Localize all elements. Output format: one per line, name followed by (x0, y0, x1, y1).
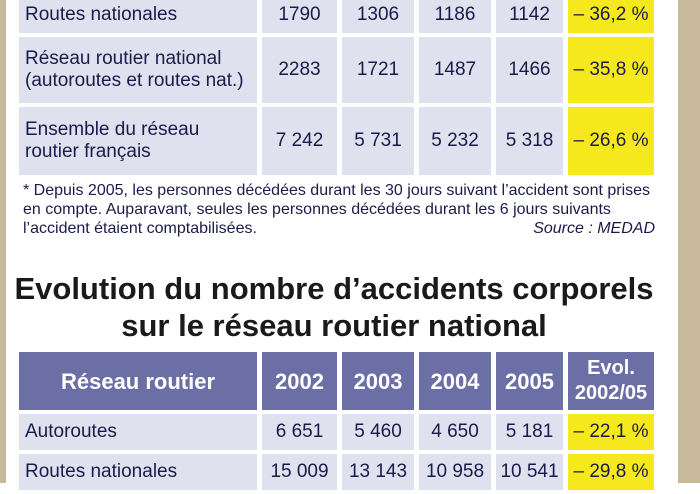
source-credit: Source : MEDAD (533, 220, 655, 237)
value-cell: 1487 (419, 37, 491, 103)
header-cell: Réseau routier (19, 352, 257, 410)
value-cell: 1790 (262, 0, 337, 33)
value-cell: 4 650 (419, 414, 491, 450)
value-cell: 7 242 (262, 107, 337, 175)
header-cell: Evol. 2002/05 (568, 352, 654, 410)
row-label: Réseau routier national (autoroutes et r… (19, 37, 257, 103)
accidents-table: Réseau routier 2002 2003 2004 2005 Evol.… (14, 348, 659, 494)
footnote: * Depuis 2005, les personnes décédées du… (23, 181, 655, 238)
value-cell: 5 232 (419, 107, 491, 175)
value-cell: 2283 (262, 37, 337, 103)
value-cell: 5 731 (342, 107, 414, 175)
value-cell: 13 143 (342, 454, 414, 490)
table-row: Ensemble du réseau routier français 7 24… (19, 107, 654, 175)
header-cell: 2004 (419, 352, 491, 410)
value-cell: 1466 (496, 37, 563, 103)
value-cell: 15 009 (262, 454, 337, 490)
table-row: Routes nationales 1790 1306 1186 1142 – … (19, 0, 654, 33)
value-cell: 1306 (342, 0, 414, 33)
value-cell: 6 651 (262, 414, 337, 450)
header-cell: 2005 (496, 352, 563, 410)
value-cell: 5 318 (496, 107, 563, 175)
header-cell: 2002 (262, 352, 337, 410)
value-cell: 1142 (496, 0, 563, 33)
header-cell: 2003 (342, 352, 414, 410)
left-frame (0, 0, 6, 483)
evolution-cell: – 35,8 % (568, 37, 654, 103)
section-title: Evolution du nombre d’accidents corporel… (14, 271, 654, 343)
evolution-cell: – 22,1 % (568, 414, 654, 450)
value-cell: 1186 (419, 0, 491, 33)
table-row: Autoroutes 6 651 5 460 4 650 5 181 – 22,… (19, 414, 654, 450)
value-cell: 10 958 (419, 454, 491, 490)
fatalities-table: Routes nationales 1790 1306 1186 1142 – … (14, 0, 659, 179)
evolution-cell: – 26,6 % (568, 107, 654, 175)
right-frame (678, 0, 700, 483)
row-label: Routes nationales (19, 0, 257, 33)
row-label: Ensemble du réseau routier français (19, 107, 257, 175)
row-label: Routes nationales (19, 454, 257, 490)
header-row: Réseau routier 2002 2003 2004 2005 Evol.… (19, 352, 654, 410)
evolution-cell: – 36,2 % (568, 0, 654, 33)
value-cell: 1721 (342, 37, 414, 103)
evolution-cell: – 29,8 % (568, 454, 654, 490)
row-label: Autoroutes (19, 414, 257, 450)
table-row: Routes nationales 15 009 13 143 10 958 1… (19, 454, 654, 490)
footnote-text: * Depuis 2005, les personnes décédées du… (23, 182, 651, 237)
value-cell: 10 541 (496, 454, 563, 490)
table-row: Réseau routier national (autoroutes et r… (19, 37, 654, 103)
value-cell: 5 460 (342, 414, 414, 450)
value-cell: 5 181 (496, 414, 563, 450)
